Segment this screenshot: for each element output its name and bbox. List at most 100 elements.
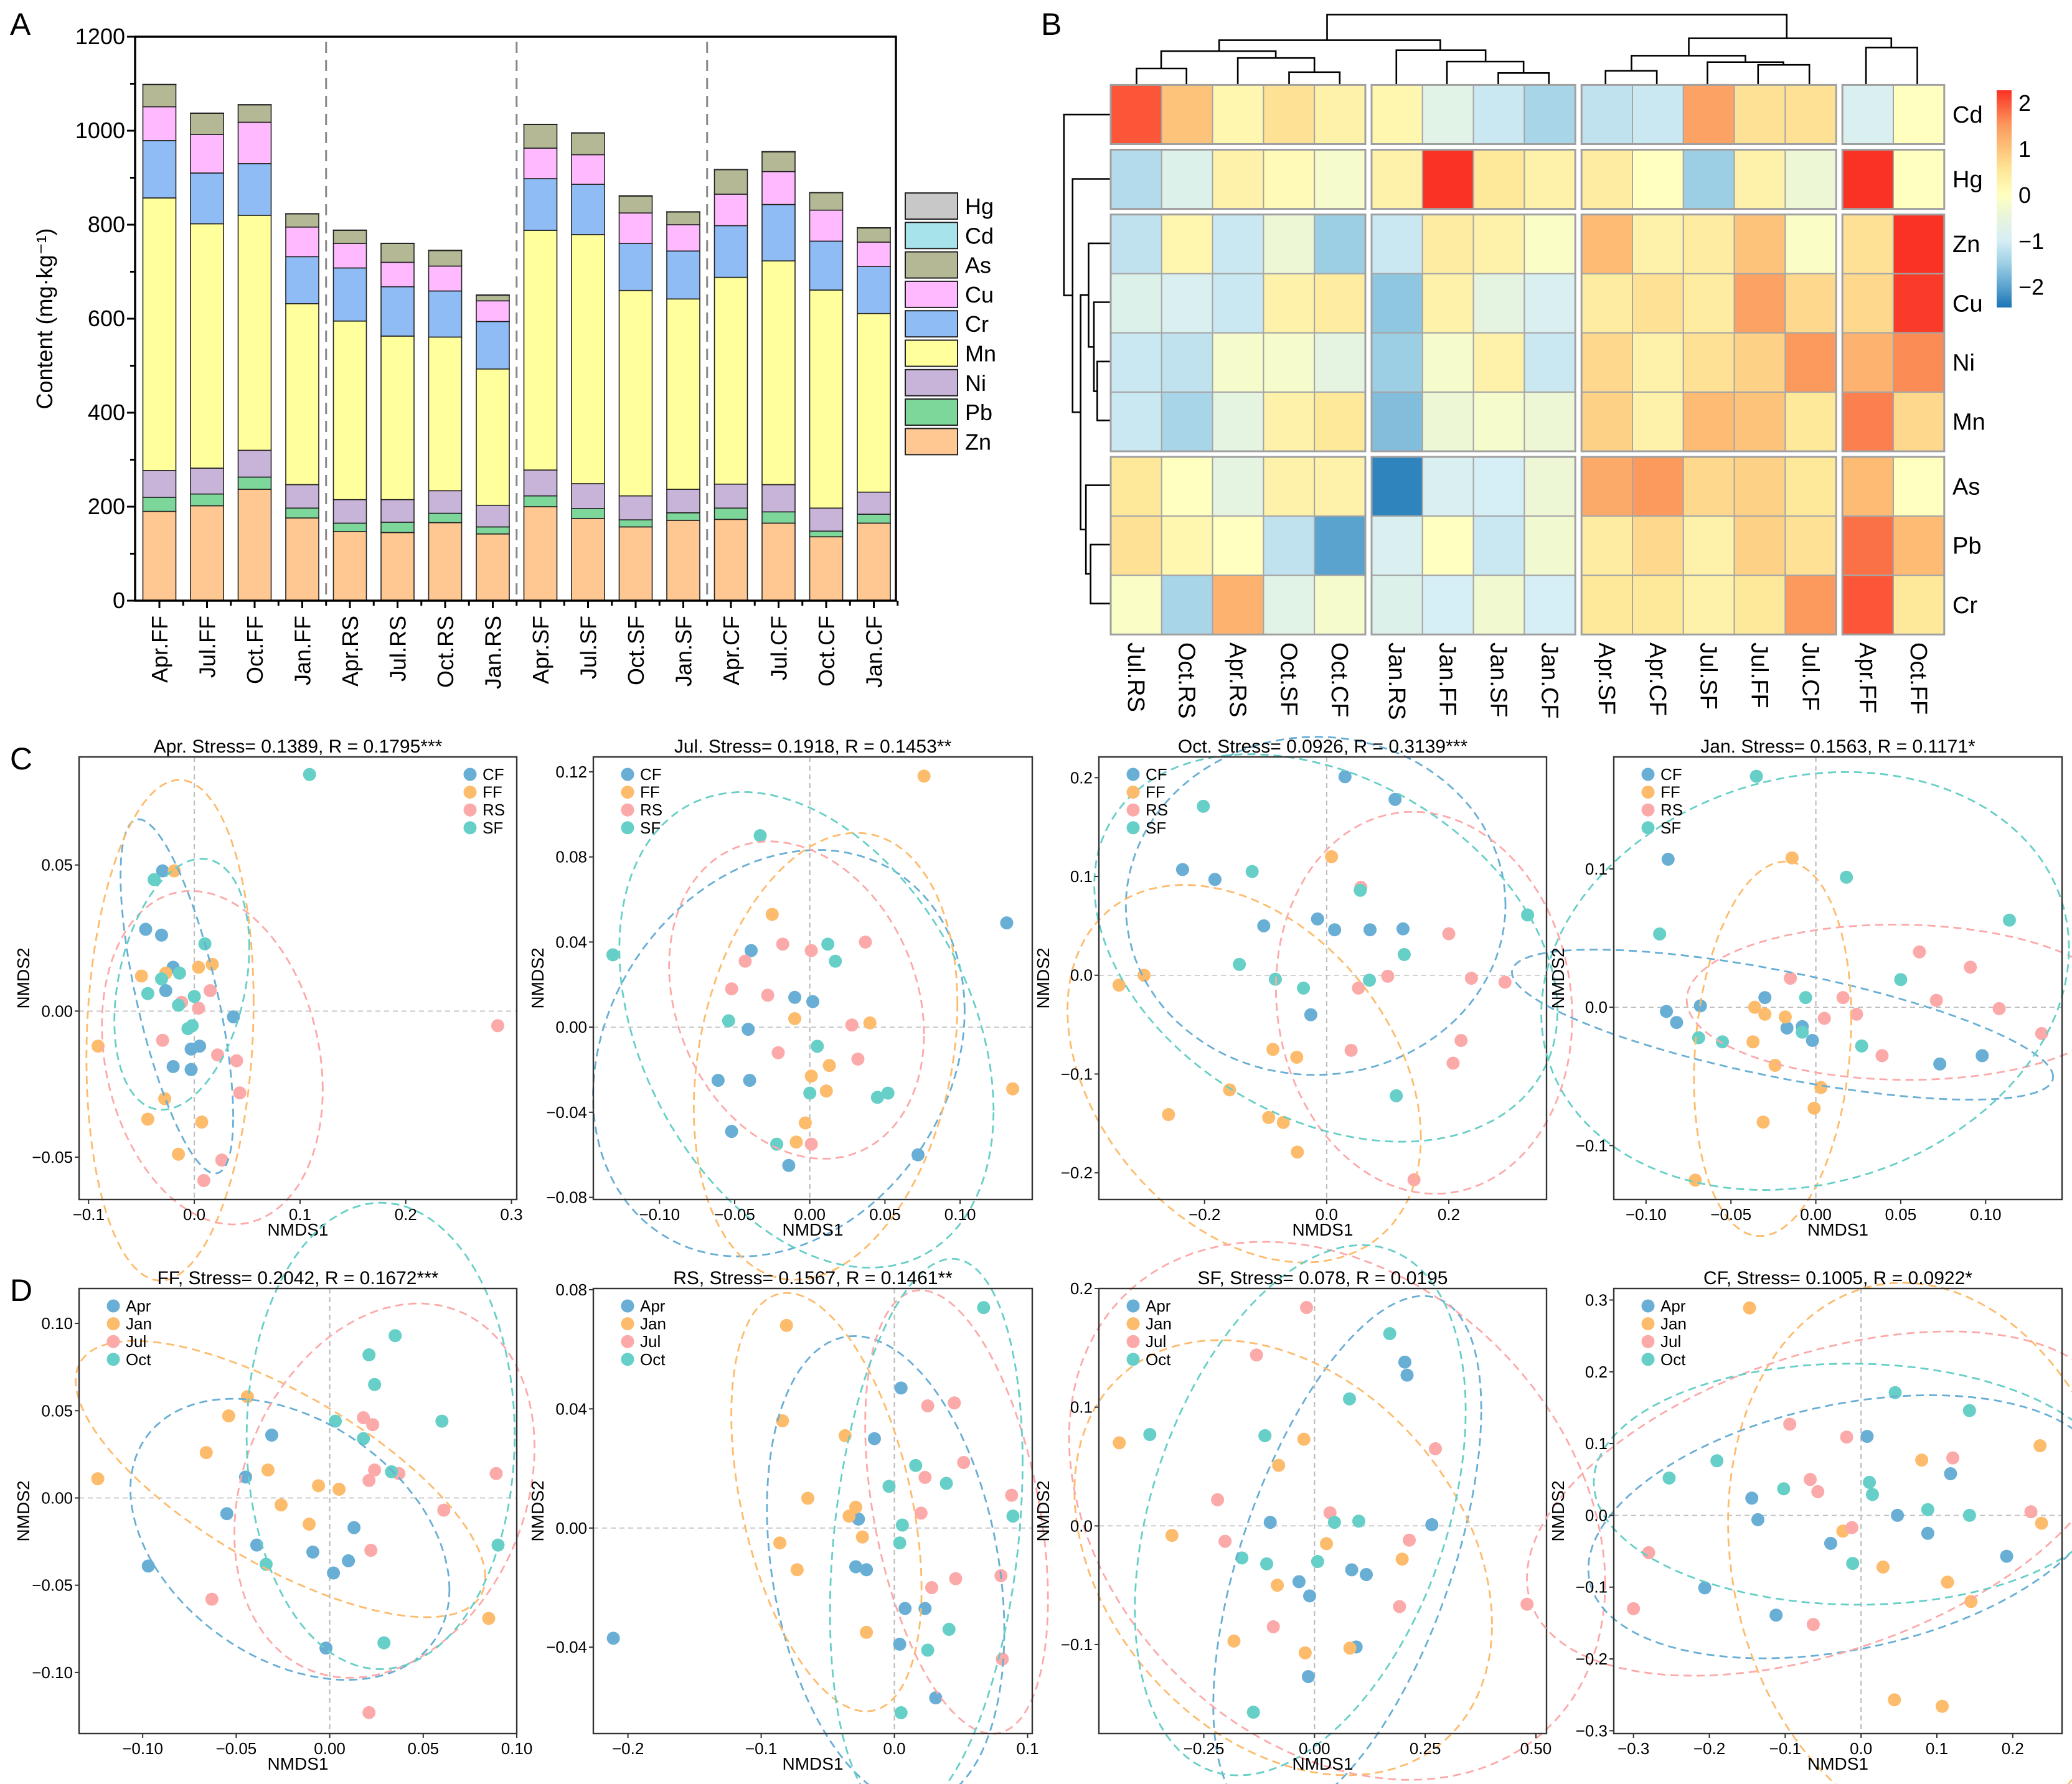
x-tick-label: Jul.SF	[576, 616, 601, 679]
heatmap-cell	[1842, 149, 1894, 210]
point-jul	[366, 1418, 380, 1432]
legend-key-rs	[463, 803, 477, 817]
x-tick-label: Apr.FF	[147, 616, 172, 683]
point-apr	[918, 1602, 932, 1615]
y-tick-label: 0.3	[1585, 1290, 1608, 1309]
x-axis-label: NMDS1	[782, 1220, 843, 1239]
x-tick-label: −0.1	[1769, 1739, 1801, 1758]
legend-key-cf	[1126, 768, 1140, 781]
heatmap-block	[1370, 149, 1576, 210]
bar-segment-zn	[190, 505, 224, 601]
point-cf	[227, 1010, 240, 1024]
bar-segment-mn	[142, 197, 177, 471]
legend-label: FF	[483, 783, 502, 802]
column-label: Jul.SF	[1695, 642, 1721, 710]
point-ff	[1756, 1115, 1770, 1129]
point-apr	[1824, 1536, 1837, 1550]
point-cf	[159, 984, 172, 997]
ellipse-ff	[1693, 860, 1852, 1237]
heatmap-cell	[1472, 515, 1525, 576]
row-label: As	[1952, 474, 1980, 500]
heatmap-cell	[1421, 332, 1474, 393]
point-sf	[753, 829, 767, 842]
column-label: Apr.SF	[1593, 642, 1619, 715]
bar-segment-ni	[666, 489, 700, 514]
point-oct	[942, 1622, 956, 1636]
panel-label-c: C	[10, 741, 32, 776]
legend-key-sf	[1126, 821, 1140, 835]
point-oct	[329, 1414, 342, 1428]
point-ff	[1262, 1110, 1276, 1124]
x-tick-label: Jan.RS	[481, 616, 506, 689]
nmds-plot-ff: −0.10 −0.05 0.00 0.05 0.10 −0.10 −0.05 0.00 0.05…	[14, 1201, 535, 1773]
heatmap-cell	[1523, 456, 1576, 517]
point-jul	[1627, 1602, 1641, 1615]
bar-segment-cr	[761, 204, 796, 261]
bar-segment-zn	[142, 510, 177, 601]
point-sf	[172, 966, 186, 980]
legend-key-ff	[463, 786, 477, 799]
plot-frame	[592, 756, 1034, 1201]
legend-key-jan	[621, 1317, 634, 1331]
heatmap-cell	[1784, 391, 1837, 453]
x-tick-label: −0.2	[1189, 1205, 1220, 1224]
point-cf	[184, 1042, 198, 1056]
heatmap-cell	[1893, 456, 1945, 517]
heatmap-cell	[1110, 273, 1162, 334]
x-tick-label: 0.1	[1926, 1739, 1948, 1758]
bar-segment-pb	[285, 507, 319, 519]
legend-key-ff	[1641, 786, 1655, 799]
y-tick-label: 0.05	[41, 856, 73, 875]
heatmap-cell	[1263, 515, 1316, 576]
point-cf	[711, 1074, 725, 1087]
point-oct	[1865, 1488, 1879, 1501]
y-tick-label: 0.08	[555, 1280, 587, 1299]
heatmap-cell	[1263, 456, 1316, 517]
y-tick-label: −0.05	[32, 1148, 73, 1167]
bar-segment-ni	[857, 491, 891, 515]
bar-segment-mn	[428, 336, 463, 492]
point-rs	[1913, 945, 1926, 959]
point-ff	[1768, 1058, 1782, 1072]
y-tick-label: 0.00	[41, 1002, 73, 1020]
point-cf	[1304, 1008, 1317, 1021]
point-jul	[1250, 1348, 1263, 1362]
point-cf	[1758, 991, 1772, 1005]
point-sf	[1840, 870, 1853, 884]
heatmap-cell	[1784, 515, 1837, 576]
bar-segment-cr	[237, 163, 272, 216]
x-tick-label: 0.0	[183, 1205, 205, 1224]
bar-segment-mn	[523, 230, 558, 471]
x-tick-label: Jul.CF	[766, 616, 792, 680]
point-rs	[1992, 1002, 2006, 1015]
x-tick-label: −0.10	[122, 1739, 163, 1758]
point-sf	[1796, 1025, 1809, 1039]
point-sf	[1855, 1039, 1868, 1053]
legend-label: CF	[1146, 765, 1167, 784]
heatmap-cell	[1212, 515, 1264, 576]
heatmap-cell	[1371, 149, 1423, 210]
column-label: Oct.RS	[1174, 642, 1200, 718]
x-tick-label: Apr.SF	[528, 616, 553, 684]
point-rs	[771, 1046, 785, 1059]
legend-key-sf	[463, 821, 477, 835]
legend-swatch-cr	[905, 310, 958, 338]
bar-segment-cr	[332, 267, 367, 322]
legend-label: Mn	[965, 341, 996, 367]
legend-key-rs	[621, 803, 634, 817]
point-sf	[172, 998, 186, 1012]
column-label: Oct.CF	[1326, 642, 1352, 717]
bar-segment-mn	[285, 303, 319, 486]
column-label: Jan.RS	[1383, 642, 1410, 720]
point-apr	[1425, 1518, 1439, 1531]
legend-label: Cu	[965, 282, 994, 308]
y-tick-label: 0.04	[555, 932, 587, 951]
point-jan	[261, 1463, 275, 1477]
point-rs	[859, 935, 872, 949]
x-tick-label: 0.05	[1885, 1205, 1917, 1224]
plot-title: Apr. Stress= 0.1389, R = 0.1795***	[154, 736, 443, 757]
ellipse-jul	[233, 1302, 535, 1679]
ellipse-rs	[1685, 924, 2072, 1081]
legend-key-jul	[621, 1335, 634, 1348]
bar-segment-as	[476, 294, 510, 302]
